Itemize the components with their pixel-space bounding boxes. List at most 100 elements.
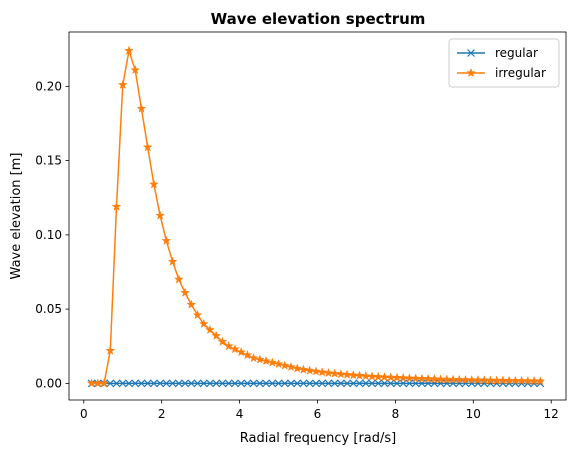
- x-tick-label: 8: [392, 407, 400, 421]
- data-point-regular: [336, 379, 345, 388]
- y-tick-label: 0.10: [35, 228, 62, 242]
- data-point-regular: [467, 379, 476, 388]
- data-point-regular: [231, 379, 239, 388]
- data-point-regular: [299, 379, 308, 388]
- data-point-irregular: [230, 344, 240, 354]
- data-point-irregular: [254, 354, 265, 364]
- data-point-regular: [187, 379, 196, 388]
- data-point-regular: [199, 379, 208, 388]
- data-point-regular: [343, 379, 352, 388]
- data-point-irregular: [385, 372, 396, 382]
- data-point-regular: [268, 379, 277, 388]
- y-tick-label: 0.20: [35, 79, 62, 93]
- data-point-irregular: [99, 378, 109, 388]
- legend-label: regular: [495, 46, 538, 60]
- data-point-irregular: [117, 79, 128, 90]
- data-point-regular: [249, 379, 258, 388]
- legend-marker: [467, 49, 475, 57]
- data-point-irregular: [211, 330, 222, 340]
- data-point-regular: [274, 379, 283, 388]
- data-point-irregular: [217, 336, 228, 346]
- y-tick-label: 0.15: [35, 154, 62, 168]
- data-point-regular: [361, 379, 370, 388]
- x-tick-label: 12: [544, 407, 559, 421]
- data-point-regular: [280, 379, 289, 388]
- data-point-irregular: [298, 364, 309, 374]
- data-point-irregular: [242, 350, 253, 360]
- data-point-irregular: [155, 210, 166, 220]
- data-point-irregular: [111, 201, 122, 211]
- data-point-regular: [312, 379, 320, 388]
- data-point-irregular: [311, 366, 321, 376]
- data-point-irregular: [286, 361, 296, 372]
- y-axis-label: Wave elevation [m]: [9, 153, 24, 280]
- data-point-irregular: [261, 355, 271, 366]
- data-point-regular: [125, 379, 133, 388]
- x-tick-label: 0: [80, 407, 88, 421]
- x-tick-label: 6: [314, 407, 322, 421]
- legend-label: irregular: [495, 66, 546, 80]
- data-point-regular: [262, 379, 271, 388]
- data-point-irregular: [323, 367, 334, 378]
- data-point-regular: [293, 379, 302, 388]
- data-point-irregular: [130, 64, 141, 75]
- data-point-regular: [461, 379, 470, 388]
- data-point-irregular: [198, 318, 209, 329]
- x-tick-label: 2: [158, 407, 166, 421]
- data-point-regular: [168, 379, 177, 388]
- data-point-regular: [330, 379, 339, 388]
- data-point-regular: [287, 379, 295, 388]
- data-point-regular: [212, 379, 221, 388]
- data-point-irregular: [348, 370, 359, 380]
- data-point-regular: [474, 379, 482, 388]
- data-point-regular: [436, 379, 445, 388]
- data-point-regular: [118, 379, 127, 388]
- data-point-regular: [149, 379, 158, 388]
- legend-item-regular: regular: [457, 46, 538, 60]
- data-point-irregular: [292, 363, 303, 373]
- data-point-regular: [324, 379, 333, 388]
- data-point-irregular: [360, 370, 371, 381]
- data-point-irregular: [342, 369, 352, 379]
- data-point-irregular: [167, 256, 178, 266]
- data-point-regular: [243, 379, 252, 388]
- data-point-regular: [218, 379, 227, 388]
- data-point-regular: [206, 379, 214, 388]
- data-point-irregular: [398, 372, 409, 383]
- data-point-regular: [181, 379, 189, 388]
- data-point-regular: [368, 379, 376, 388]
- data-point-irregular: [161, 235, 172, 245]
- data-point-regular: [355, 379, 364, 388]
- data-point-regular: [349, 379, 358, 388]
- data-point-irregular: [248, 352, 259, 363]
- data-point-regular: [442, 379, 451, 388]
- data-point-irregular: [317, 367, 328, 377]
- data-point-regular: [455, 379, 464, 388]
- data-point-irregular: [279, 360, 290, 370]
- data-point-irregular: [223, 341, 234, 351]
- data-point-irregular: [142, 142, 153, 152]
- y-axis: 0.00 0.05 0.10 0.15 0.20: [35, 79, 69, 390]
- legend-item-irregular: irregular: [457, 66, 546, 80]
- data-point-regular: [237, 379, 246, 388]
- data-point-irregular: [304, 365, 315, 375]
- data-point-regular: [318, 379, 327, 388]
- data-point-irregular: [429, 373, 440, 384]
- x-axis: 0 2 4 6 8 10 12: [80, 400, 559, 421]
- chart-title: Wave elevation spectrum: [211, 10, 426, 28]
- data-point-irregular: [186, 299, 197, 309]
- data-point-regular: [162, 379, 171, 388]
- data-point-irregular: [205, 324, 215, 335]
- series-irregular: [86, 45, 546, 388]
- data-point-regular: [305, 379, 314, 388]
- data-point-irregular: [236, 347, 247, 357]
- data-point-regular: [380, 379, 389, 388]
- data-point-regular: [156, 379, 165, 388]
- data-point-regular: [112, 379, 121, 388]
- data-point-irregular: [410, 373, 421, 383]
- legend-frame: [448, 38, 560, 88]
- data-point-irregular: [192, 309, 203, 320]
- data-point-irregular: [329, 368, 340, 378]
- data-point-regular: [106, 379, 115, 388]
